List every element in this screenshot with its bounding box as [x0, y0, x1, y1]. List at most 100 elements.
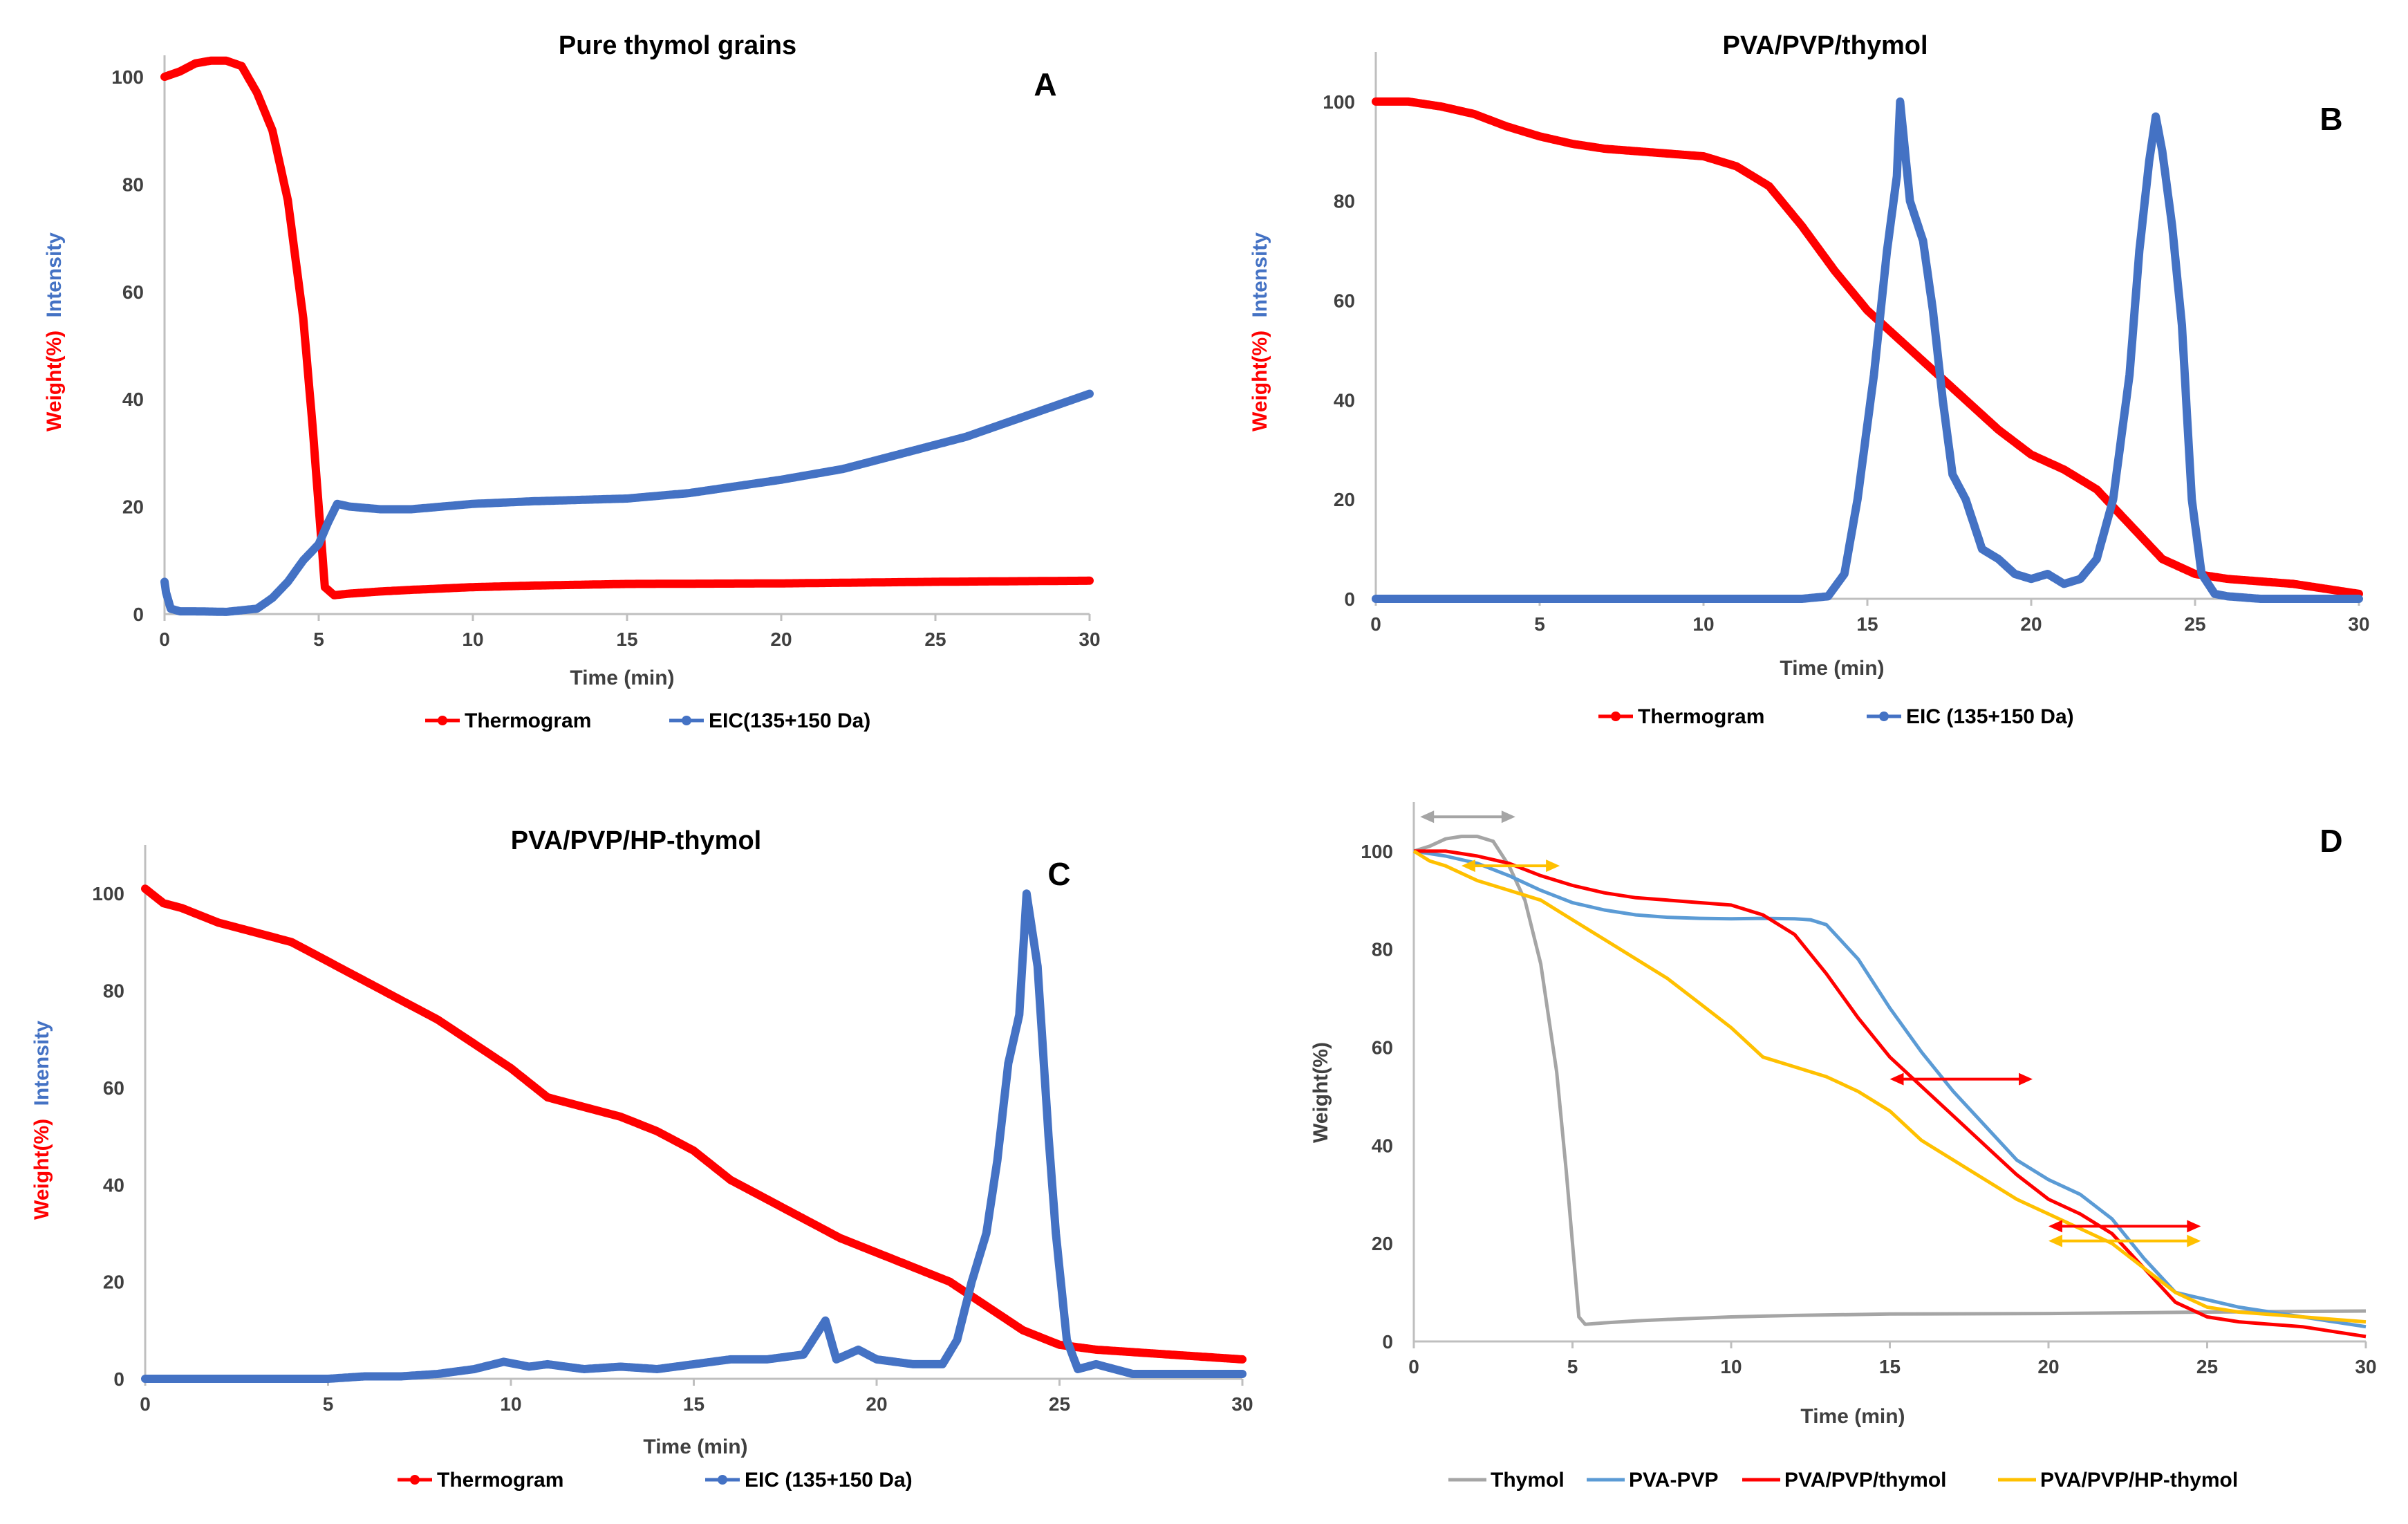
panel-a-series-thermogram [160, 56, 1094, 600]
panel-a-ylabels: Weight(%) Intensity [43, 232, 66, 431]
panel-c-x-tick: 20 [866, 1393, 887, 1415]
panel-c: PVA/PVP/HP-thymol C Weight(%) Intensity … [30, 826, 1253, 1492]
double-arrow-head-right [2187, 1234, 2201, 1247]
panel-c-label: C [1047, 856, 1070, 892]
panel-a-x-tick: 20 [770, 629, 792, 650]
panel-d-x-tick: 25 [2196, 1356, 2218, 1377]
panel-d-legend-pva-pvp-hp-thymol: PVA/PVP/HP-thymol [2040, 1469, 2238, 1492]
panel-b-series-thermogram-line [1372, 97, 2363, 598]
panel-c-legend-thermogram: Thermogram [437, 1469, 563, 1492]
panel-a-title: Pure thymol grains [559, 31, 796, 60]
double-arrow-head-right [2187, 1220, 2201, 1233]
panel-d-x-tick: 0 [1408, 1356, 1419, 1377]
panel-d-legend-thymol: Thymol [1491, 1469, 1565, 1492]
panel-d-y-tick: 100 [1361, 841, 1393, 862]
panel-c-y-tick: 0 [113, 1368, 124, 1390]
panel-d-legend: Thymol PVA-PVP PVA/PVP/thymol PVA/PVP/HP… [1448, 1469, 2238, 1492]
panel-d-series-pva-pvp [1413, 849, 2367, 1329]
panel-b-x-tick: 15 [1856, 613, 1878, 635]
panel-d-y-tick: 20 [1372, 1233, 1393, 1254]
panel-b-series-eic-135-150-da [1372, 97, 2363, 603]
panel-b-legend: Thermogram EIC (135+150 Da) [1598, 705, 2074, 728]
panel-c-y-tick: 40 [103, 1174, 124, 1196]
panel-d-series-thymol [1413, 835, 2367, 1326]
panel-d-series-pva-pvp-hp-thymol [1412, 849, 2367, 1324]
panel-b-y-tick: 20 [1334, 489, 1355, 510]
panel-d-series-pva-pvp-thymol [1414, 849, 2367, 1339]
panel-b-legend-thermogram: Thermogram [1638, 705, 1764, 728]
panel-b-ylabel-weight: Weight(%) [1249, 331, 1271, 431]
panel-c-series-eic-135-150-da [141, 889, 1247, 1383]
panel-b-legend-eic-marker [1879, 712, 1889, 721]
double-arrow-head-left [2048, 1234, 2062, 1247]
panel-b-y-tick: 60 [1334, 290, 1355, 312]
panel-a-xlabel: Time (min) [570, 667, 674, 689]
panel-a-series-eic-135-150-da-line [160, 389, 1094, 616]
panel-b-ylabel-intensity: Intensity [1249, 232, 1271, 318]
panel-c-y-tick: 100 [92, 883, 124, 904]
panel-b-x-tick: 0 [1370, 613, 1381, 635]
panel-a-legend-eic: EIC(135+150 Da) [709, 709, 870, 732]
panel-a-x-tick: 0 [159, 629, 170, 650]
panel-d-y-tick: 40 [1372, 1135, 1393, 1156]
panel-b-x-tick: 20 [2020, 613, 2042, 635]
panel-d-double-arrow [1420, 810, 1515, 824]
panel-b-x-tick: 30 [2348, 613, 2369, 635]
panel-b-ylabels: Weight(%) Intensity [1249, 232, 1271, 431]
panel-a-x-tick: 15 [616, 629, 637, 650]
panel-d-label: D [2320, 823, 2342, 859]
panel-b-x-tick: 25 [2184, 613, 2205, 635]
panel-c-x-tick: 15 [683, 1393, 704, 1415]
panel-b-y-tick: 0 [1344, 588, 1355, 610]
panel-a-label: A [1034, 66, 1056, 102]
panel-d-xlabel: Time (min) [1800, 1405, 1905, 1428]
panel-b-y-tick: 40 [1334, 389, 1355, 411]
double-arrow-head-left [1420, 810, 1435, 824]
double-arrow-head-left [2048, 1220, 2062, 1233]
panel-b-ylabel-group: Weight(%) Intensity [1249, 232, 1271, 431]
panel-a: Pure thymol grains A Weight(%) Intensity… [43, 31, 1101, 732]
panel-a-y-tick: 40 [122, 389, 144, 410]
panel-d-plot: 0 5 10 15 20 25 30 0 20 40 60 80 100 [1361, 802, 2377, 1377]
panel-a-x-tick: 30 [1079, 629, 1100, 650]
panel-c-y-tick: 60 [103, 1077, 124, 1099]
panel-c-ylabels: Weight(%) Intensity [30, 1021, 53, 1220]
panel-a-legend-thermogram-marker [438, 716, 447, 725]
panel-c-xlabel: Time (min) [643, 1435, 747, 1458]
panel-d-x-tick: 30 [2355, 1356, 2376, 1377]
panel-a-ylabel-weight: Weight(%) [43, 331, 66, 431]
panel-a-x-tick: 25 [924, 629, 946, 650]
panel-a-y-tick: 60 [122, 281, 144, 303]
panel-d-x-tick: 15 [1879, 1356, 1901, 1377]
panel-a-x-tick: 10 [462, 629, 483, 650]
panel-a-series-eic-135-150-da [160, 389, 1094, 616]
panel-c-ylabel-group: Weight(%) Intensity [30, 1021, 53, 1220]
panel-d-y-tick: 60 [1372, 1037, 1393, 1059]
panel-c-x-tick: 0 [140, 1393, 151, 1415]
panel-b-label: B [2320, 101, 2342, 137]
panel-c-x-tick: 10 [500, 1393, 521, 1415]
panel-c-series-thermogram [141, 884, 1247, 1364]
panel-b-series-eic-135-150-da-line [1372, 97, 2363, 603]
panel-a-plot: 0 5 10 15 20 25 30 0 20 40 60 80 100 [111, 55, 1101, 650]
panel-a-series-thermogram-line [160, 56, 1094, 600]
panel-c-legend: Thermogram EIC (135+150 Da) [398, 1469, 913, 1492]
panel-d: D Weight(%) Time (min) 0 5 10 15 20 25 30 0 20 40… [1309, 802, 2377, 1492]
panel-d-double-arrow [1889, 1072, 2033, 1086]
panel-d-double-arrow [1461, 859, 1560, 873]
panel-c-x-tick: 25 [1049, 1393, 1070, 1415]
panel-b-xlabel: Time (min) [1780, 657, 1884, 680]
panel-d-double-arrow [2048, 1220, 2201, 1233]
panel-c-ylabel-intensity: Intensity [30, 1021, 53, 1106]
panel-d-legend-pva-pvp-thymol: PVA/PVP/thymol [1784, 1469, 1947, 1492]
panel-d-double-arrow [2048, 1234, 2201, 1247]
panel-a-y-tick: 100 [111, 66, 144, 88]
panel-a-ylabel-group: Weight(%) Intensity [43, 232, 66, 431]
panel-c-y-tick: 80 [103, 981, 124, 1002]
panel-c-legend-thermogram-marker [410, 1475, 420, 1485]
panel-a-legend-eic-marker [682, 716, 691, 725]
panel-c-x-tick: 30 [1231, 1393, 1253, 1415]
panel-a-y-tick: 0 [133, 604, 144, 625]
panel-b-y-tick: 100 [1323, 91, 1355, 113]
